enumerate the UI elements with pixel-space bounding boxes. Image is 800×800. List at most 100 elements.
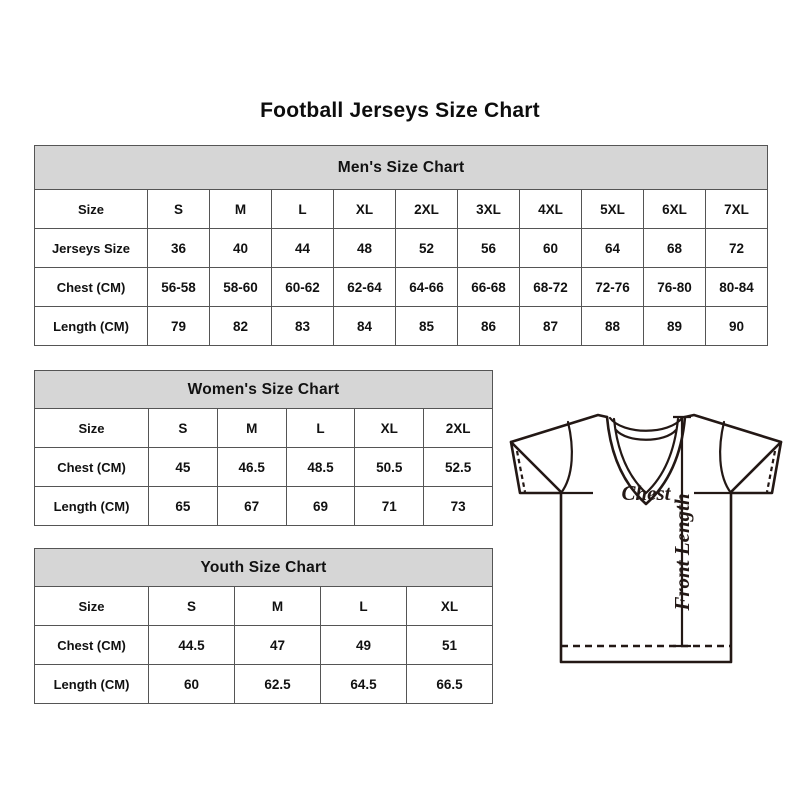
table-cell: 56 xyxy=(457,228,520,268)
table-cell: 66.5 xyxy=(405,664,494,704)
womens-chart-title: Women's Size Chart xyxy=(33,370,494,409)
table-cell: 72-76 xyxy=(581,267,644,307)
table-cell: 48.5 xyxy=(285,447,356,487)
table-cell: 46.5 xyxy=(216,447,287,487)
column-header-size: Size xyxy=(34,408,149,448)
mens-size-chart-table: Men's Size Chart Size S M L XL 2XL 3XL 4… xyxy=(33,145,769,346)
column-header-xl: XL xyxy=(333,189,396,229)
table-cell: 62-64 xyxy=(333,267,396,307)
table-cell: 50.5 xyxy=(354,447,425,487)
table-cell: 60-62 xyxy=(271,267,334,307)
row-header-length-cm: Length (CM) xyxy=(34,664,149,704)
table-row: Jerseys Size 36 40 44 48 52 56 60 64 68 … xyxy=(34,228,769,268)
column-header-6xl: 6XL xyxy=(643,189,706,229)
table-cell: 40 xyxy=(209,228,272,268)
column-header-m: M xyxy=(216,408,287,448)
column-header-s: S xyxy=(147,189,210,229)
youth-chart-title: Youth Size Chart xyxy=(33,548,494,587)
column-header-5xl: 5XL xyxy=(581,189,644,229)
row-header-length-cm: Length (CM) xyxy=(34,306,148,346)
column-header-2xl: 2XL xyxy=(395,189,458,229)
column-header-xl: XL xyxy=(354,408,425,448)
table-cell: 64.5 xyxy=(320,664,407,704)
row-header-length-cm: Length (CM) xyxy=(34,486,149,526)
table-cell: 47 xyxy=(234,625,321,665)
youth-size-chart-table: Youth Size Chart Size S M L XL Chest (CM… xyxy=(33,548,494,704)
table-cell: 66-68 xyxy=(457,267,520,307)
column-header-m: M xyxy=(209,189,272,229)
table-cell: 90 xyxy=(704,306,769,346)
column-header-l: L xyxy=(320,586,407,626)
table-cell: 60 xyxy=(519,228,582,268)
table-cell: 52.5 xyxy=(423,447,494,487)
column-header-size: Size xyxy=(34,189,148,229)
column-header-m: M xyxy=(234,586,321,626)
table-row: Length (CM) 60 62.5 64.5 66.5 xyxy=(34,664,494,704)
table-cell: 68 xyxy=(643,228,706,268)
table-cell: 56-58 xyxy=(147,267,210,307)
table-header-row: Size S M L XL 2XL 3XL 4XL 5XL 6XL 7XL xyxy=(34,189,769,229)
front-length-measure-label: Front Length xyxy=(670,493,694,611)
table-cell: 60 xyxy=(148,664,235,704)
column-header-l: L xyxy=(271,189,334,229)
table-cell: 62.5 xyxy=(234,664,321,704)
table-cell: 45 xyxy=(148,447,218,487)
jersey-measurement-diagram: Chest Front Length xyxy=(498,392,794,688)
row-header-chest-cm: Chest (CM) xyxy=(34,625,149,665)
column-header-4xl: 4XL xyxy=(519,189,582,229)
row-header-chest-cm: Chest (CM) xyxy=(34,267,148,307)
row-header-jerseys-size: Jerseys Size xyxy=(34,228,148,268)
table-header-row: Size S M L XL 2XL xyxy=(34,408,494,448)
table-cell: 58-60 xyxy=(209,267,272,307)
row-header-chest-cm: Chest (CM) xyxy=(34,447,149,487)
table-cell: 76-80 xyxy=(643,267,706,307)
table-cell: 67 xyxy=(216,486,287,526)
table-row: Length (CM) 65 67 69 71 73 xyxy=(34,486,494,526)
table-row: Chest (CM) 44.5 47 49 51 xyxy=(34,625,494,665)
table-cell: 49 xyxy=(320,625,407,665)
table-cell: 71 xyxy=(354,486,425,526)
table-cell: 52 xyxy=(395,228,458,268)
table-cell: 69 xyxy=(285,486,356,526)
table-cell: 85 xyxy=(395,306,458,346)
table-band-row: Youth Size Chart xyxy=(33,548,494,587)
table-cell: 83 xyxy=(271,306,334,346)
column-header-xl: XL xyxy=(405,586,494,626)
table-cell: 68-72 xyxy=(519,267,582,307)
table-row: Chest (CM) 45 46.5 48.5 50.5 52.5 xyxy=(34,447,494,487)
column-header-3xl: 3XL xyxy=(457,189,520,229)
table-cell: 88 xyxy=(581,306,644,346)
column-header-s: S xyxy=(148,586,235,626)
table-band-row: Women's Size Chart xyxy=(33,370,494,409)
table-cell: 44.5 xyxy=(148,625,235,665)
table-cell: 73 xyxy=(423,486,494,526)
column-header-l: L xyxy=(285,408,356,448)
column-header-2xl: 2XL xyxy=(423,408,494,448)
column-header-7xl: 7XL xyxy=(704,189,769,229)
mens-chart-title: Men's Size Chart xyxy=(33,145,769,190)
table-row: Length (CM) 79 82 83 84 85 86 87 88 89 9… xyxy=(34,306,769,346)
column-header-size: Size xyxy=(34,586,149,626)
page-title: Football Jerseys Size Chart xyxy=(260,99,540,122)
table-cell: 84 xyxy=(333,306,396,346)
table-cell: 86 xyxy=(457,306,520,346)
table-band-row: Men's Size Chart xyxy=(33,145,769,190)
table-row: Chest (CM) 56-58 58-60 60-62 62-64 64-66… xyxy=(34,267,769,307)
table-cell: 48 xyxy=(333,228,396,268)
table-header-row: Size S M L XL xyxy=(34,586,494,626)
table-cell: 89 xyxy=(643,306,706,346)
table-cell: 64 xyxy=(581,228,644,268)
table-cell: 87 xyxy=(519,306,582,346)
table-cell: 72 xyxy=(704,228,769,268)
chest-measure-label: Chest xyxy=(621,481,671,505)
table-cell: 64-66 xyxy=(395,267,458,307)
table-cell: 79 xyxy=(147,306,210,346)
column-header-s: S xyxy=(148,408,218,448)
womens-size-chart-table: Women's Size Chart Size S M L XL 2XL Che… xyxy=(33,370,494,526)
table-cell: 65 xyxy=(148,486,218,526)
table-cell: 44 xyxy=(271,228,334,268)
table-cell: 51 xyxy=(405,625,494,665)
table-cell: 36 xyxy=(147,228,210,268)
table-cell: 82 xyxy=(209,306,272,346)
table-cell: 80-84 xyxy=(704,267,769,307)
